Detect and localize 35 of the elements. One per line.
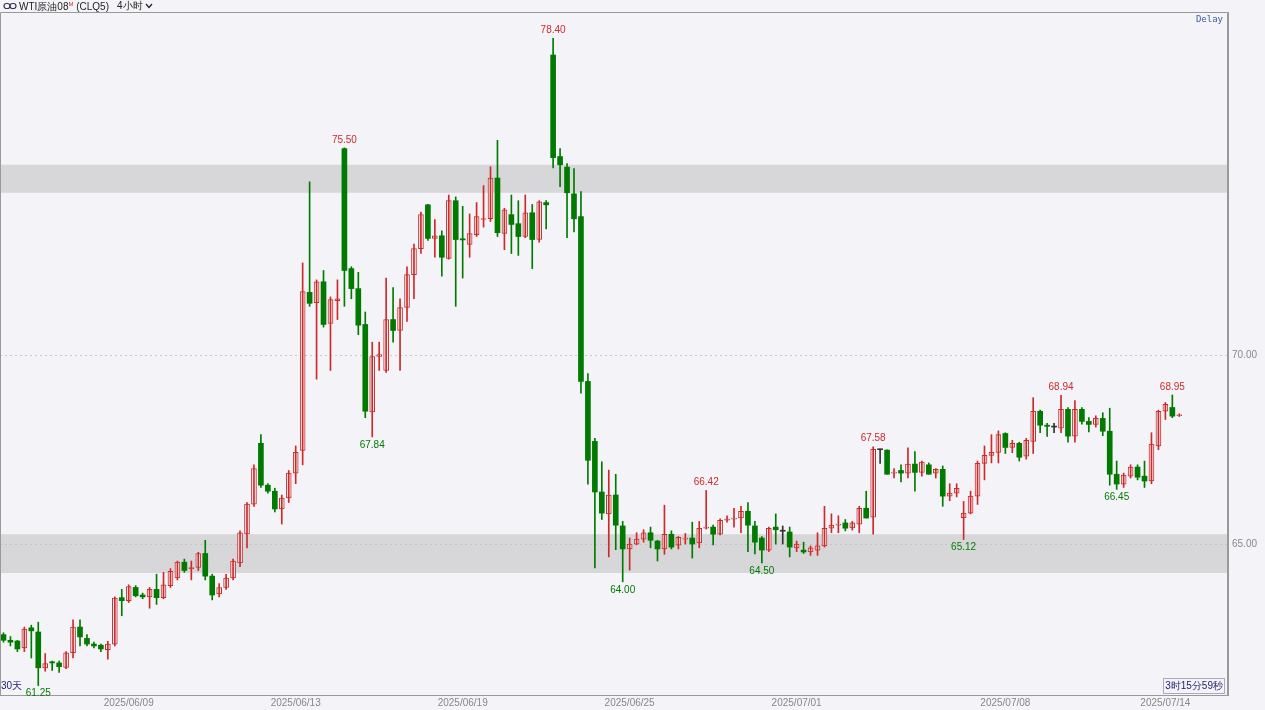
candlestick (682, 533, 689, 545)
x-tick-label: 2025/07/08 (980, 696, 1031, 708)
annotation: 64.00 (610, 583, 636, 595)
x-tick-label: 2025/06/13 (270, 696, 322, 708)
chart-subtitle: 4小时 (117, 0, 143, 11)
x-tick-label: 2025/06/25 (604, 696, 656, 708)
annotation: 65.12 (951, 541, 977, 553)
annotation: 64.50 (749, 564, 775, 576)
annotation: 67.58 (860, 432, 887, 444)
x-tick-label: 2025/07/14 (1140, 696, 1191, 708)
candlestick (891, 468, 897, 479)
candlestick (1176, 413, 1183, 417)
chart-title: WTI原油08$^{M}$ (CLQ5) (19, 0, 110, 13)
annotation: 66.42 (693, 476, 720, 488)
candlestick (884, 449, 890, 475)
annotation: 67.84 (359, 438, 386, 450)
annotation: 3时15分59秒 (1163, 678, 1225, 694)
x-tick-label: 2025/07/01 (771, 696, 823, 708)
annotation: 78.40 (540, 24, 567, 36)
y-tick-label: 70.00 (1232, 349, 1258, 361)
annotation: 75.50 (331, 133, 358, 145)
text: Delay (1195, 14, 1223, 24)
x-tick-label: 2025/06/19 (437, 696, 489, 708)
candlestick (877, 448, 883, 464)
annotation: 61.25 (25, 687, 52, 699)
annotation: 68.95 (1159, 380, 1186, 392)
annotation: 68.94 (1048, 381, 1074, 393)
candlestick (703, 490, 710, 530)
x-tick-label: 2025/06/09 (103, 696, 155, 708)
y-tick-label: 65.00 (1232, 537, 1258, 549)
annotation: 30天 (1, 679, 23, 693)
candlestick (376, 341, 383, 371)
candlestick (731, 507, 737, 528)
annotation: 66.45 (1104, 491, 1130, 503)
candlestick (724, 515, 730, 523)
